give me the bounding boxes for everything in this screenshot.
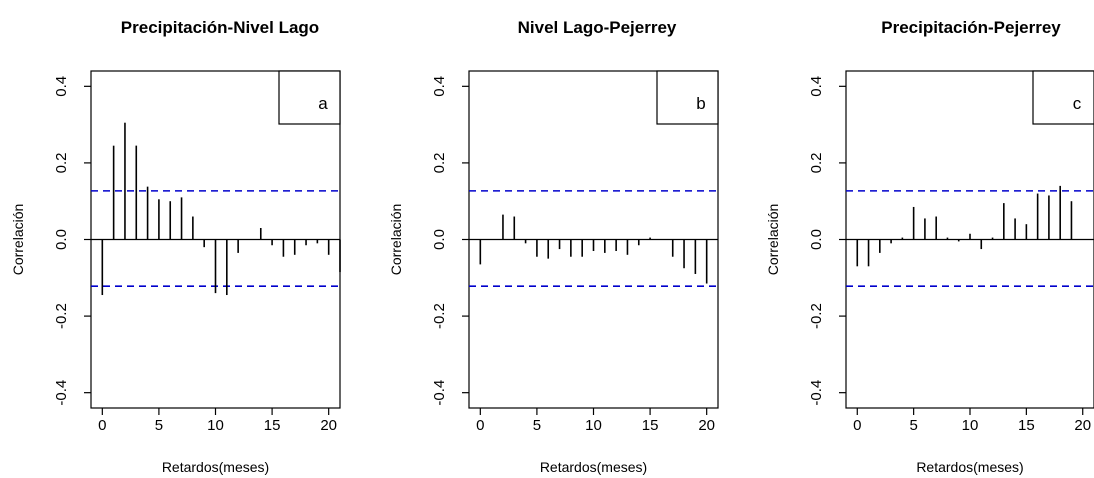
x-tick-label: 5 — [533, 417, 541, 434]
x-tick-label: 5 — [909, 417, 917, 434]
y-axis-label: Correlación — [10, 204, 26, 276]
y-axis-label: Correlación — [388, 204, 404, 276]
y-tick-label: 0.4 — [53, 76, 70, 97]
x-tick-label: 20 — [698, 417, 715, 434]
y-tick-label: -0.2 — [431, 303, 448, 329]
x-axis-label: Retardos(meses) — [540, 459, 647, 475]
panel-letter: b — [696, 94, 705, 113]
panel-title: Precipitación-Nivel Lago — [121, 18, 319, 37]
x-tick-label: 0 — [853, 417, 861, 434]
y-tick-label: 0.4 — [431, 76, 448, 97]
y-tick-label: 0.0 — [431, 229, 448, 250]
legend-box — [656, 70, 719, 125]
x-tick-label: 20 — [320, 417, 337, 434]
x-tick-label: 15 — [642, 417, 659, 434]
x-tick-label: 0 — [476, 417, 484, 434]
panel-title: Nivel Lago-Pejerrey — [518, 18, 677, 37]
y-tick-label: 0.2 — [808, 152, 825, 173]
y-tick-label: -0.2 — [808, 303, 825, 329]
x-axis-label: Retardos(meses) — [916, 459, 1023, 475]
x-tick-label: 5 — [155, 417, 163, 434]
x-axis-label: Retardos(meses) — [162, 459, 269, 475]
legend-box — [1032, 70, 1094, 125]
x-tick-label: 10 — [585, 417, 602, 434]
y-tick-label: 0.4 — [808, 76, 825, 97]
y-tick-label: -0.2 — [53, 303, 70, 329]
panel-letter: a — [318, 94, 328, 113]
y-tick-label: 0.2 — [53, 152, 70, 173]
y-tick-label: 0.0 — [808, 229, 825, 250]
x-tick-label: 20 — [1074, 417, 1091, 434]
y-tick-label: -0.4 — [808, 380, 825, 406]
y-tick-label: 0.0 — [53, 229, 70, 250]
x-tick-label: 10 — [962, 417, 979, 434]
acf-panel-b: Nivel Lago-Pejerrey b 0 5 10 15 20 -0.4 -0.2 0.0 0… — [388, 18, 719, 475]
acf-panel-c: Precipitación-Pejerrey c 0 5 10 15 20 -0.4 -0.2 0… — [765, 18, 1094, 475]
x-tick-label: 0 — [98, 417, 106, 434]
x-tick-label: 10 — [207, 417, 224, 434]
x-tick-label: 15 — [1018, 417, 1035, 434]
panel-letter: c — [1073, 94, 1082, 113]
legend-box — [278, 70, 341, 125]
acf-panel-a: Precipitación-Nivel Lago a 0 5 10 15 20 -0.4 -0.… — [10, 18, 341, 475]
y-tick-label: -0.4 — [431, 380, 448, 406]
panel-title: Precipitación-Pejerrey — [881, 18, 1061, 37]
y-tick-label: 0.2 — [431, 152, 448, 173]
y-tick-label: -0.4 — [53, 380, 70, 406]
x-tick-label: 15 — [264, 417, 281, 434]
y-axis-label: Correlación — [765, 204, 781, 276]
